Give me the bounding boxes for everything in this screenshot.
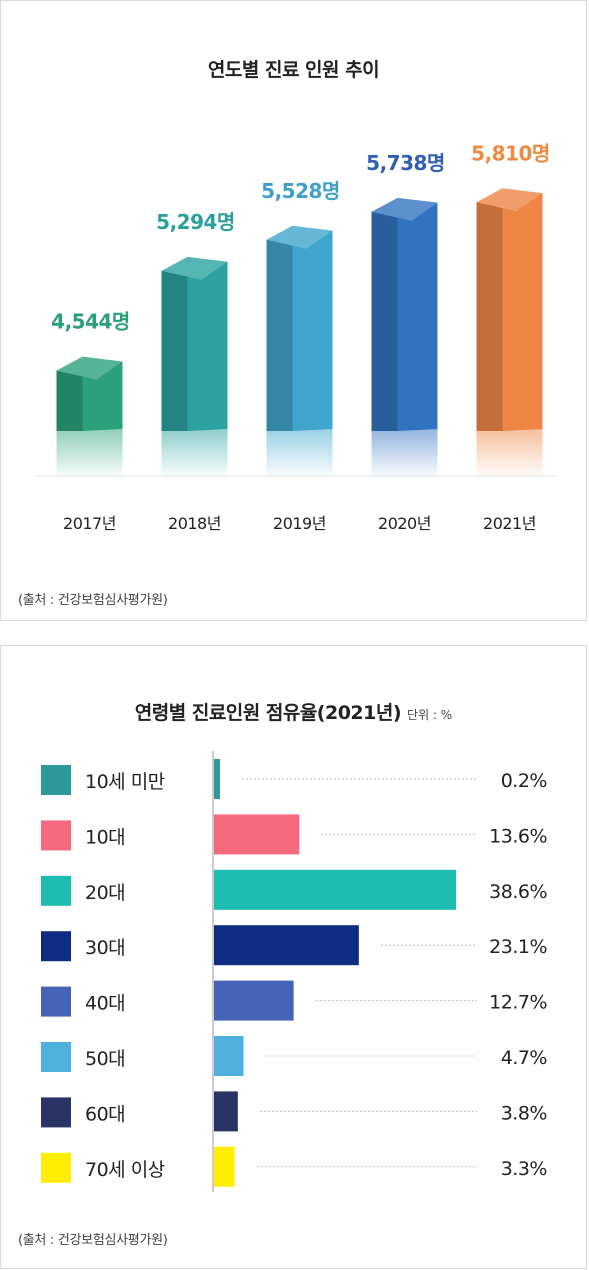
bar-front-face bbox=[187, 261, 228, 431]
value-label: 4.7% bbox=[501, 1047, 547, 1069]
bar-top-face bbox=[161, 256, 228, 280]
value-label: 5,294명 bbox=[156, 210, 235, 234]
legend-swatch bbox=[41, 1042, 71, 1072]
bar-top-face bbox=[371, 197, 438, 221]
bar-30대 bbox=[214, 925, 359, 966]
category-label: 40대 bbox=[85, 993, 125, 1015]
bar-70세 이상 bbox=[214, 1146, 235, 1187]
bar-reflection bbox=[371, 427, 438, 479]
category-label: 20대 bbox=[85, 882, 125, 904]
bar-reflection bbox=[266, 427, 333, 479]
bar-front-face bbox=[397, 202, 438, 431]
bar-side-face bbox=[161, 258, 188, 431]
bar-top-face bbox=[266, 225, 333, 249]
value-label: 0.2% bbox=[501, 770, 547, 792]
yearly-chart-source: (출처 : 건강보험심사평가원) bbox=[18, 593, 168, 608]
value-label: 23.1% bbox=[489, 936, 547, 958]
bar-2018년 bbox=[161, 256, 228, 479]
yearly-bar-chart: 4,544명 2017년 5,294명 2018년 5,528명 2019년 5,738명 2… bbox=[37, 141, 556, 533]
x-tick-label: 2017년 bbox=[63, 514, 116, 533]
category-label: 10대 bbox=[85, 826, 125, 848]
category-label: 50대 bbox=[85, 1048, 125, 1070]
value-label: 5,738명 bbox=[366, 151, 445, 175]
bar-50대 bbox=[214, 1036, 244, 1076]
bar-40대 bbox=[214, 980, 294, 1021]
age-chart-source: (출처 : 건강보험심사평가원) bbox=[18, 1233, 168, 1248]
value-label: 38.6% bbox=[489, 881, 547, 903]
bar-front-face bbox=[502, 193, 543, 431]
value-label: 3.3% bbox=[501, 1158, 547, 1180]
category-label: 30대 bbox=[85, 937, 125, 959]
bar-10대 bbox=[214, 814, 300, 855]
legend-swatch bbox=[41, 1152, 71, 1183]
bar-2020년 bbox=[371, 197, 438, 479]
yearly-chart-title: 연도별 진료 인원 추이 bbox=[207, 59, 380, 81]
value-label: 12.7% bbox=[489, 992, 547, 1014]
bar-reflection bbox=[56, 427, 123, 479]
bar-reflection bbox=[476, 427, 543, 479]
value-label: 4,544명 bbox=[51, 310, 130, 334]
age-bar-chart: 10세 미만 0.2% 10대 13.6% 20대 38.6% 30대 23.1% 40대 12.… bbox=[41, 751, 548, 1192]
bar-side-face bbox=[476, 190, 503, 431]
bar-2019년 bbox=[266, 225, 333, 479]
bar-front-face bbox=[292, 230, 333, 431]
age-chart-title-row: 연령별 진료인원 점유율(2021년) 단위 : % bbox=[1, 698, 586, 725]
category-label: 60대 bbox=[85, 1103, 125, 1125]
legend-swatch bbox=[41, 986, 71, 1017]
legend-swatch bbox=[41, 1097, 71, 1128]
legend-swatch bbox=[41, 931, 71, 962]
bar-side-face bbox=[56, 358, 83, 431]
bar-top-face bbox=[56, 356, 123, 380]
age-chart-unit: 단위 : % bbox=[407, 708, 453, 722]
value-label: 3.8% bbox=[501, 1102, 547, 1124]
bar-2021년 bbox=[476, 188, 543, 479]
x-tick-label: 2020년 bbox=[378, 514, 431, 533]
bar-top-face bbox=[476, 188, 543, 212]
x-tick-label: 2019년 bbox=[273, 514, 326, 533]
x-tick-label: 2021년 bbox=[483, 514, 536, 533]
value-label: 5,528명 bbox=[261, 179, 340, 203]
value-label: 13.6% bbox=[489, 825, 547, 847]
legend-swatch bbox=[41, 820, 71, 851]
bar-side-face bbox=[371, 199, 398, 431]
x-tick-label: 2018년 bbox=[168, 514, 221, 533]
bar-2017년 bbox=[56, 356, 123, 479]
bar-reflection bbox=[161, 427, 228, 479]
legend-swatch bbox=[41, 765, 71, 795]
age-chart-title: 연령별 진료인원 점유율(2021년) bbox=[134, 702, 402, 724]
bar-side-face bbox=[266, 227, 293, 431]
bar-front-face bbox=[82, 361, 123, 431]
yearly-chart-panel: 연도별 진료 인원 추이 4,544명 2017년 5,294명 2018년 5,528… bbox=[0, 0, 587, 621]
category-label: 10세 미만 bbox=[85, 771, 165, 793]
bar-60대 bbox=[214, 1091, 238, 1132]
legend-swatch bbox=[41, 875, 71, 906]
category-label: 70세 이상 bbox=[85, 1159, 165, 1181]
age-chart-panel: 연령별 진료인원 점유율(2021년) 단위 : % 10세 미만 0.2% 10대 1… bbox=[0, 645, 587, 1269]
value-label: 5,810명 bbox=[471, 141, 550, 165]
bar-20대 bbox=[214, 869, 456, 910]
bar-10세 미만 bbox=[214, 759, 220, 799]
